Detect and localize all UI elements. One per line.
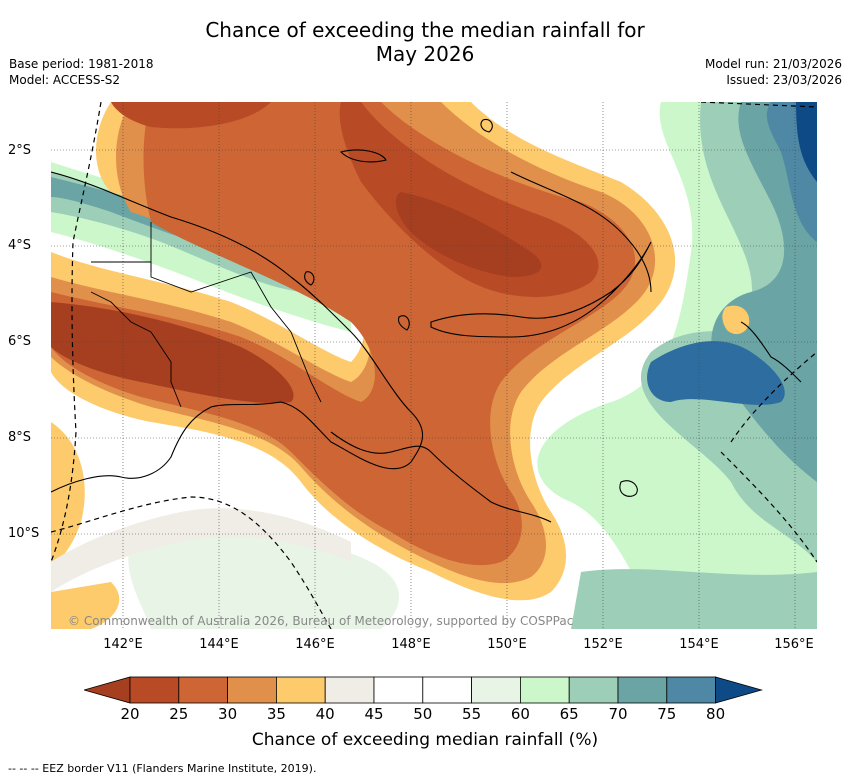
colorbar bbox=[84, 676, 764, 704]
model-run: Model run: 21/03/2026 bbox=[704, 57, 842, 71]
colorbar-arrow-high bbox=[715, 676, 764, 704]
solomon-island-1 bbox=[619, 480, 638, 497]
colorbar-tick-label: 45 bbox=[364, 705, 384, 723]
lon-label-152e: 152°E bbox=[583, 637, 623, 652]
colorbar-tick-label: 60 bbox=[510, 705, 530, 723]
dry-band-north-4 bbox=[339, 102, 599, 297]
lon-label-142e: 142°E bbox=[103, 637, 143, 652]
colorbar-cell bbox=[471, 676, 521, 704]
copyright-notice: © Commonwealth of Australia 2026, Bureau… bbox=[68, 614, 574, 628]
new-ireland-coast bbox=[510, 171, 652, 293]
colorbar-arrow-low bbox=[84, 676, 131, 704]
island-small-2 bbox=[397, 315, 410, 331]
wet-region-northeast-5 bbox=[796, 102, 817, 182]
lon-label-150e: 150°E bbox=[487, 637, 527, 652]
title-line-2: May 2026 bbox=[375, 42, 475, 66]
coastlines bbox=[51, 118, 802, 523]
dry-core-west bbox=[51, 302, 294, 403]
rainfall-map bbox=[51, 102, 817, 629]
title-line-1: Chance of exceeding the median rainfall … bbox=[205, 18, 645, 42]
wet-region-east bbox=[647, 341, 785, 405]
new-guinea-coast bbox=[51, 171, 424, 493]
lon-label-146e: 146°E bbox=[295, 637, 335, 652]
colorbar-tick-label: 25 bbox=[169, 705, 189, 723]
meta-right: Model run: 21/03/2026 Issued: 23/03/2026 bbox=[705, 56, 842, 88]
colorbar-cells bbox=[84, 676, 764, 704]
island-small-3 bbox=[304, 271, 315, 286]
colorbar-tick-label: 70 bbox=[608, 705, 628, 723]
wet-region-south-green bbox=[571, 569, 817, 629]
colorbar-tick-label: 20 bbox=[120, 705, 140, 723]
graticule bbox=[51, 102, 817, 629]
lat-label-4s: 4°S bbox=[8, 238, 32, 253]
yellow-southwest-bottom bbox=[51, 582, 120, 629]
colorbar-cell bbox=[422, 676, 472, 704]
colorbar-tick-label: 75 bbox=[657, 705, 677, 723]
lat-label-8s: 8°S bbox=[8, 430, 32, 445]
papua-south-coast bbox=[330, 431, 552, 523]
colorbar-cell bbox=[129, 676, 180, 704]
colorbar-cell bbox=[373, 676, 424, 704]
colorbar-tick-label: 50 bbox=[413, 705, 433, 723]
colorbar-tick-label: 55 bbox=[462, 705, 482, 723]
lon-label-156e: 156°E bbox=[774, 637, 814, 652]
colorbar-cell bbox=[666, 676, 716, 704]
colorbar-tick-label: 80 bbox=[706, 705, 726, 723]
lon-label-144e: 144°E bbox=[199, 637, 239, 652]
province-borders bbox=[90, 222, 322, 408]
base-period: Base period: 1981-2018 bbox=[9, 57, 154, 71]
meta-left: Base period: 1981-2018 Model: ACCESS-S2 bbox=[9, 56, 154, 88]
light-green-south bbox=[128, 531, 400, 629]
colorbar-cell bbox=[178, 676, 229, 704]
colorbar-cell bbox=[568, 676, 619, 704]
colorbar-cell bbox=[519, 676, 570, 704]
colorbar-tick-label: 30 bbox=[218, 705, 238, 723]
grey-south-strip bbox=[51, 508, 351, 592]
dry-region-top-left bbox=[111, 102, 271, 129]
new-britain-coast bbox=[430, 241, 652, 338]
hotspot-east bbox=[722, 305, 750, 335]
colorbar-cell bbox=[275, 676, 326, 704]
colorbar-cell bbox=[617, 676, 668, 704]
map-canvas bbox=[51, 102, 817, 629]
lat-label-2s: 2°S bbox=[8, 143, 32, 158]
lat-label-6s: 6°S bbox=[8, 334, 32, 349]
yellow-southwest bbox=[51, 422, 85, 572]
island-small-1 bbox=[480, 118, 493, 133]
eez-borders bbox=[51, 102, 817, 629]
lat-label-10s: 10°S bbox=[8, 526, 40, 541]
lon-label-154e: 154°E bbox=[679, 637, 719, 652]
model-name: Model: ACCESS-S2 bbox=[9, 73, 121, 87]
colorbar-tick-label: 35 bbox=[266, 705, 286, 723]
colorbar-cell bbox=[324, 676, 375, 704]
colorbar-title: Chance of exceeding median rainfall (%) bbox=[251, 730, 599, 750]
chart-title: Chance of exceeding the median rainfall … bbox=[0, 18, 850, 66]
colorbar-cell bbox=[227, 676, 277, 704]
colorbar-tick-label: 40 bbox=[315, 705, 335, 723]
issued-date: Issued: 23/03/2026 bbox=[726, 73, 842, 87]
dry-core-north bbox=[395, 192, 542, 277]
eez-legend-note: -- -- -- EEZ border V11 (Flanders Marine… bbox=[8, 762, 317, 775]
colorbar-tick-label: 65 bbox=[559, 705, 579, 723]
lon-label-148e: 148°E bbox=[391, 637, 431, 652]
island-bismarck bbox=[339, 149, 387, 163]
